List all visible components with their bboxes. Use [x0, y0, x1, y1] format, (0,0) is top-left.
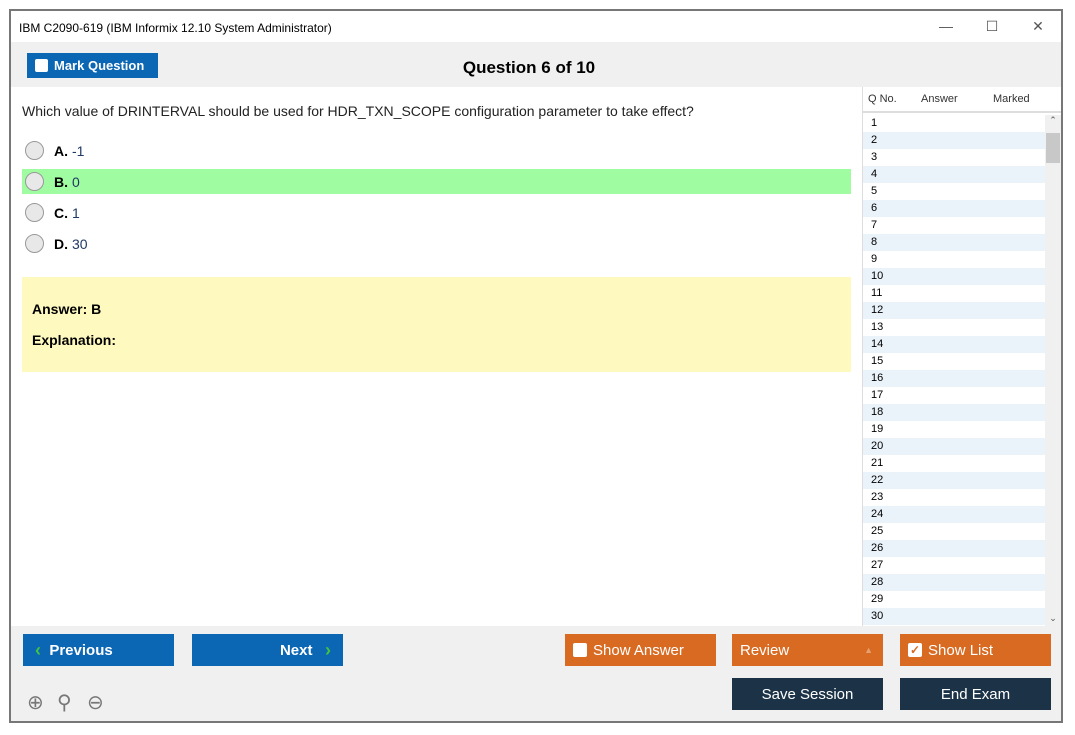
end-exam-button[interactable]: End Exam — [900, 678, 1051, 710]
previous-label: Previous — [49, 641, 113, 659]
answer-box: Answer: B Explanation: — [22, 277, 851, 372]
scrollbar-thumb[interactable] — [1046, 133, 1060, 163]
radio-icon[interactable] — [25, 141, 44, 160]
show-list-button[interactable]: ✓ Show List — [900, 634, 1051, 666]
save-session-label: Save Session — [761, 685, 854, 703]
question-counter: Question 6 of 10 — [462, 58, 596, 77]
list-item[interactable]: 24 — [863, 506, 1045, 523]
list-item[interactable]: 13 — [871, 321, 884, 333]
list-item[interactable]: 18 — [863, 404, 1045, 421]
review-label: Review — [740, 641, 790, 659]
list-item[interactable]: 7 — [871, 219, 878, 231]
chevron-right-icon: › — [325, 639, 331, 660]
scroll-down-icon[interactable]: ⌄ — [1049, 613, 1057, 623]
triangle-up-icon: ▲ — [864, 645, 873, 655]
show-list-label: Show List — [928, 641, 994, 659]
mark-question-label: Mark Question — [54, 58, 145, 73]
app-window: IBM C2090-619 (IBM Informix 12.10 System… — [9, 9, 1063, 723]
list-item[interactable]: 1 — [871, 117, 878, 129]
question-pane: Which value of DRINTERVAL should be used… — [11, 87, 861, 626]
zoom-reset-icon[interactable]: ⚲ — [57, 692, 72, 714]
option-a[interactable]: A. -1 — [22, 138, 851, 163]
header-qno: Q No. — [868, 93, 897, 105]
checkmark-icon: ✓ — [908, 643, 922, 657]
title-bar: IBM C2090-619 (IBM Informix 12.10 System… — [11, 11, 1061, 42]
radio-icon[interactable] — [25, 234, 44, 253]
list-item[interactable]: 30 — [863, 608, 1045, 625]
close-icon[interactable]: ✕ — [1032, 18, 1044, 34]
checkbox-icon — [573, 643, 587, 657]
toolbar: Mark Question Question 6 of 10 — [11, 42, 1061, 87]
list-item[interactable]: 6 — [863, 200, 1045, 217]
list-item[interactable]: 16 — [863, 370, 1045, 387]
radio-icon[interactable] — [25, 203, 44, 222]
list-item[interactable]: 12 — [863, 302, 1045, 319]
list-item[interactable]: 22 — [863, 472, 1045, 489]
list-item[interactable]: 23 — [871, 491, 884, 503]
list-item[interactable]: 5 — [871, 185, 878, 197]
option-value: 1 — [72, 204, 80, 221]
list-rows: 1 2 3 4 5 6 7 8 9 10 11 12 13 14 15 16 17 18 19 20 21 22 23 24 2… — [863, 115, 1045, 625]
list-item[interactable]: 17 — [871, 389, 884, 401]
minimize-icon[interactable]: — — [939, 18, 953, 34]
list-item[interactable]: 8 — [863, 234, 1045, 251]
list-item[interactable]: 2 — [863, 132, 1045, 149]
save-session-button[interactable]: Save Session — [732, 678, 883, 710]
list-item[interactable]: 3 — [871, 151, 878, 163]
checkbox-icon — [35, 59, 48, 72]
header-marked: Marked — [993, 93, 1030, 105]
next-button[interactable]: Next › — [192, 634, 343, 666]
list-item[interactable]: 11 — [871, 287, 883, 299]
option-letter: B. — [54, 173, 68, 190]
chevron-left-icon: ‹ — [35, 639, 41, 660]
explanation-label: Explanation: — [32, 332, 117, 348]
option-b[interactable]: B. 0 — [22, 169, 851, 194]
show-answer-label: Show Answer — [593, 641, 684, 659]
list-item[interactable]: 9 — [871, 253, 878, 265]
option-value: 30 — [72, 235, 88, 252]
list-item[interactable]: 15 — [871, 355, 884, 367]
zoom-out-icon[interactable]: ⊖ — [87, 692, 104, 714]
show-answer-button[interactable]: Show Answer — [565, 634, 716, 666]
option-d[interactable]: D. 30 — [22, 231, 851, 256]
list-item[interactable]: 21 — [871, 457, 884, 469]
header-answer: Answer — [921, 93, 958, 105]
list-item[interactable]: 26 — [863, 540, 1045, 557]
list-item[interactable]: 27 — [871, 559, 884, 571]
list-item[interactable]: 14 — [863, 336, 1045, 353]
next-label: Next — [279, 641, 313, 659]
list-item[interactable]: 20 — [863, 438, 1045, 455]
option-letter: A. — [54, 142, 68, 159]
list-item[interactable]: 29 — [871, 593, 884, 605]
list-item[interactable]: 4 — [863, 166, 1045, 183]
option-c[interactable]: C. 1 — [22, 200, 851, 225]
bottom-bar: ‹ Previous Next › Show Answer Review ▲ ✓ S… — [11, 626, 1061, 721]
mark-question-button[interactable]: Mark Question — [27, 53, 158, 78]
scrollbar[interactable]: ⌃ ⌄ — [1045, 115, 1061, 626]
list-item[interactable]: 10 — [863, 268, 1045, 285]
previous-button[interactable]: ‹ Previous — [23, 634, 174, 666]
list-item[interactable]: 25 — [871, 525, 884, 537]
answer-label: Answer: B — [32, 301, 102, 317]
option-letter: D. — [54, 235, 68, 252]
zoom-in-icon[interactable]: ⊕ — [27, 692, 44, 714]
option-letter: C. — [54, 204, 68, 221]
list-item[interactable]: 28 — [863, 574, 1045, 591]
scroll-up-icon[interactable]: ⌃ — [1049, 115, 1057, 125]
end-exam-label: End Exam — [940, 685, 1011, 703]
radio-icon[interactable] — [25, 172, 44, 191]
question-list: Q No. Answer Marked 1 2 3 4 5 6 7 8 9 10 11 12 13 14 1… — [862, 87, 1061, 626]
review-dropdown[interactable]: Review ▲ — [732, 634, 883, 666]
maximize-icon[interactable]: ☐ — [985, 18, 999, 34]
option-value: -1 — [72, 142, 85, 159]
list-item[interactable]: 19 — [871, 423, 884, 435]
window-title: IBM C2090-619 (IBM Informix 12.10 System… — [19, 21, 332, 35]
list-header: Q No. Answer Marked — [863, 87, 1061, 113]
question-text: Which value of DRINTERVAL should be used… — [22, 103, 694, 119]
option-value: 0 — [72, 173, 80, 190]
